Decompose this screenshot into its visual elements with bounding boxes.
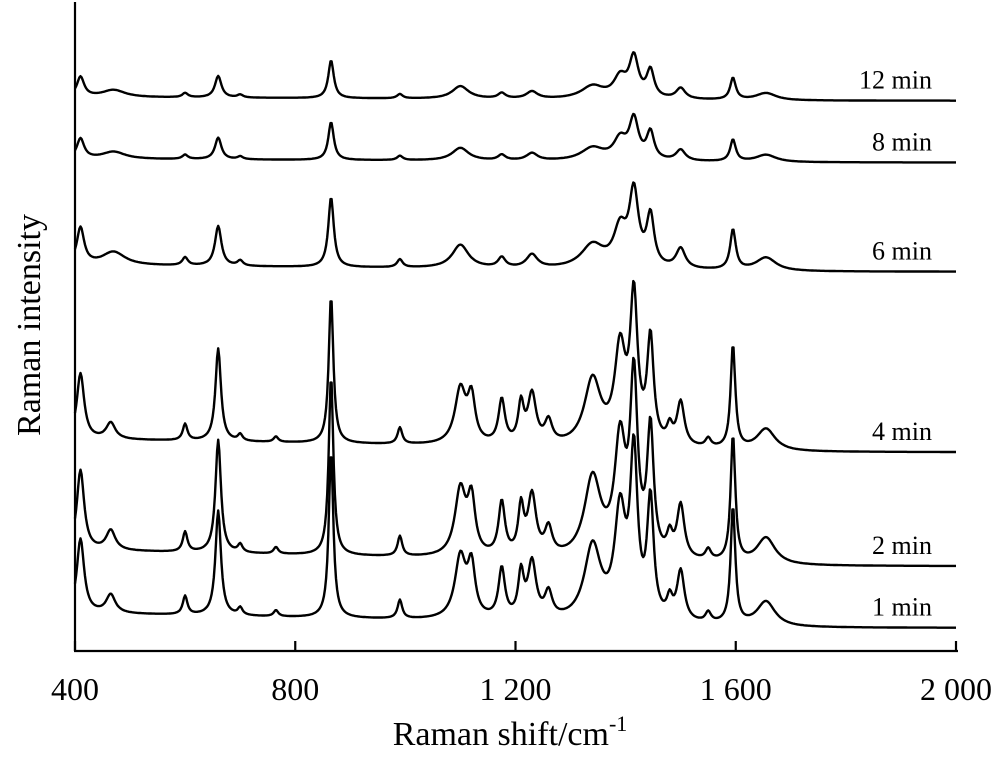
x-tick-label: 1 600 bbox=[700, 671, 772, 707]
x-axis-label-superscript: -1 bbox=[609, 711, 627, 736]
spectrum-line bbox=[73, 112, 957, 164]
x-tick-label: 800 bbox=[271, 671, 319, 707]
spectrum-line bbox=[73, 181, 957, 273]
spectrum-line bbox=[73, 279, 957, 454]
spectrum-line bbox=[73, 356, 957, 568]
series-label: 2 min bbox=[872, 531, 932, 560]
series-label: 1 min bbox=[872, 593, 932, 622]
spectrum-line bbox=[73, 51, 957, 102]
series-label: 12 min bbox=[859, 66, 932, 95]
spectrum-line bbox=[73, 433, 957, 629]
series-label: 6 min bbox=[872, 237, 932, 266]
x-tick-label: 400 bbox=[51, 671, 99, 707]
series-label: 8 min bbox=[872, 127, 932, 156]
x-tick-label: 1 200 bbox=[480, 671, 552, 707]
x-axis-label-text: Raman shift/cm bbox=[393, 716, 609, 753]
series-label: 4 min bbox=[872, 417, 932, 446]
x-axis-label: Raman shift/cm-1 bbox=[393, 711, 628, 753]
x-tick-label: 2 000 bbox=[920, 671, 992, 707]
y-axis-label: Raman intensity bbox=[11, 214, 48, 436]
plot-area: 12 min 8 min 6 min 4 min 2 min 1 min bbox=[73, 51, 957, 629]
x-axis-ticks: 400 800 1 200 1 600 2 000 bbox=[51, 641, 992, 707]
